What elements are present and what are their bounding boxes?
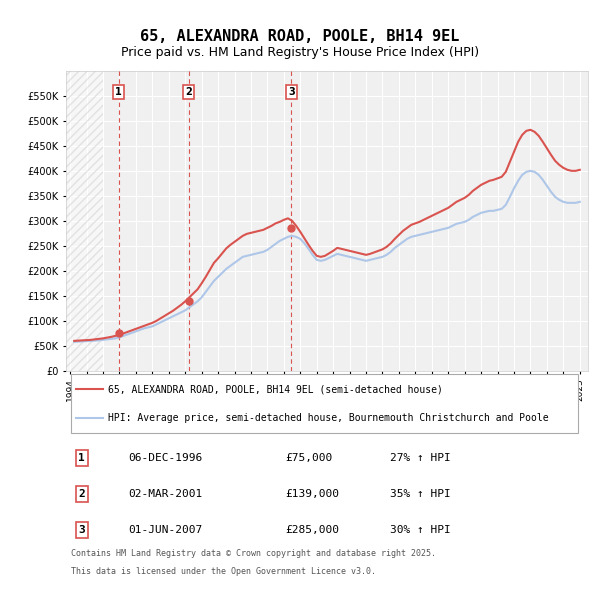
Text: 1: 1 [78,453,85,463]
Text: £139,000: £139,000 [285,489,339,499]
Text: 30% ↑ HPI: 30% ↑ HPI [389,525,451,535]
Text: 01-JUN-2007: 01-JUN-2007 [128,525,203,535]
Text: 1: 1 [115,87,122,97]
Text: 06-DEC-1996: 06-DEC-1996 [128,453,203,463]
Text: 2: 2 [78,489,85,499]
Text: 65, ALEXANDRA ROAD, POOLE, BH14 9EL (semi-detached house): 65, ALEXANDRA ROAD, POOLE, BH14 9EL (sem… [108,384,443,394]
Text: 65, ALEXANDRA ROAD, POOLE, BH14 9EL: 65, ALEXANDRA ROAD, POOLE, BH14 9EL [140,30,460,44]
Text: 27% ↑ HPI: 27% ↑ HPI [389,453,451,463]
Bar [66,71,103,371]
Text: This data is licensed under the Open Government Licence v3.0.: This data is licensed under the Open Gov… [71,567,376,576]
Text: 3: 3 [78,525,85,535]
Text: HPI: Average price, semi-detached house, Bournemouth Christchurch and Poole: HPI: Average price, semi-detached house,… [108,413,548,423]
Text: Price paid vs. HM Land Registry's House Price Index (HPI): Price paid vs. HM Land Registry's House … [121,46,479,59]
Text: £285,000: £285,000 [285,525,339,535]
Text: 2: 2 [185,87,192,97]
Text: 35% ↑ HPI: 35% ↑ HPI [389,489,451,499]
Text: Contains HM Land Registry data © Crown copyright and database right 2025.: Contains HM Land Registry data © Crown c… [71,549,436,558]
Text: 02-MAR-2001: 02-MAR-2001 [128,489,203,499]
FancyBboxPatch shape [71,374,578,433]
Text: £75,000: £75,000 [285,453,332,463]
Text: 3: 3 [288,87,295,97]
